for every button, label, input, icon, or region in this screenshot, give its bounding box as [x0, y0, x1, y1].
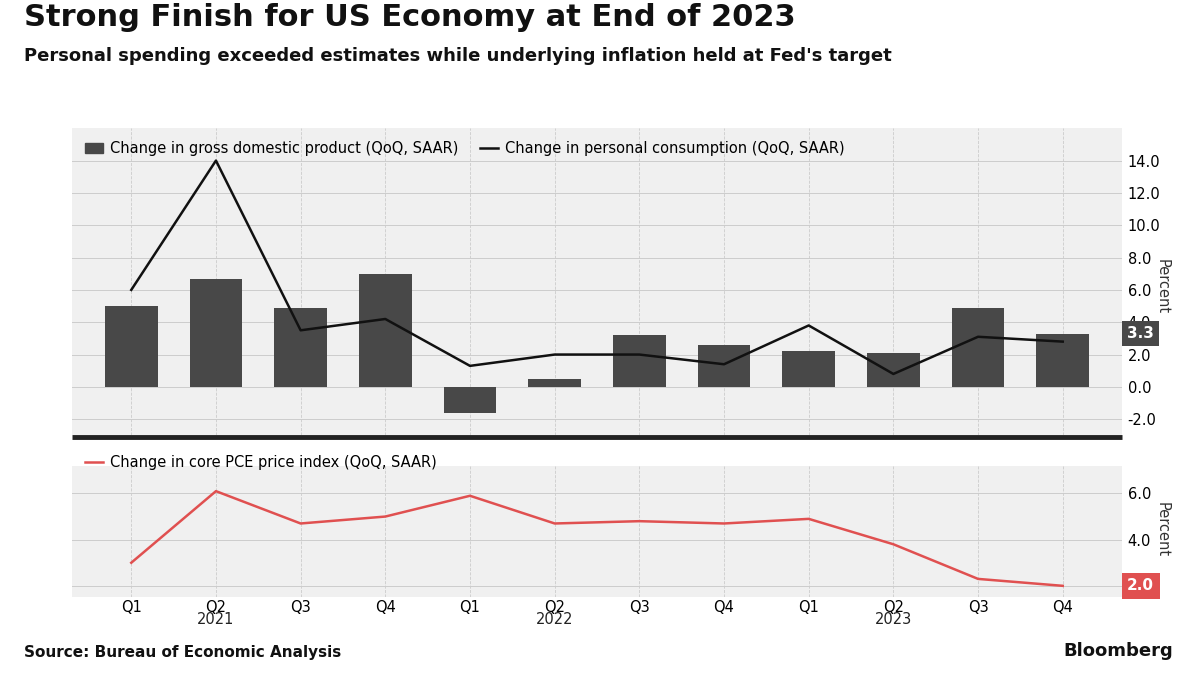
Text: 2022: 2022	[536, 612, 574, 626]
Text: Percent: Percent	[1154, 502, 1169, 558]
Bar	[613, 335, 666, 387]
Bar	[444, 387, 497, 412]
Text: 2023: 2023	[875, 612, 912, 626]
Bar	[359, 274, 412, 387]
Legend: Change in core PCE price index (QoQ, SAAR): Change in core PCE price index (QoQ, SAA…	[79, 450, 443, 476]
Bar	[952, 308, 1004, 387]
Text: Bloomberg: Bloomberg	[1064, 642, 1174, 660]
Text: Source: Bureau of Economic Analysis: Source: Bureau of Economic Analysis	[24, 645, 341, 660]
Text: Strong Finish for US Economy at End of 2023: Strong Finish for US Economy at End of 2…	[24, 3, 796, 32]
Legend: Change in gross domestic product (QoQ, SAAR), Change in personal consumption (Qo: Change in gross domestic product (QoQ, S…	[79, 136, 851, 162]
Text: Percent: Percent	[1154, 259, 1169, 315]
Bar	[190, 279, 242, 387]
Bar	[697, 345, 750, 387]
Bar	[868, 353, 919, 387]
Bar	[106, 306, 157, 387]
Text: 3.3: 3.3	[1127, 326, 1154, 341]
Bar	[528, 379, 581, 387]
Text: Personal spending exceeded estimates while underlying inflation held at Fed's ta: Personal spending exceeded estimates whi…	[24, 47, 892, 65]
Bar	[1037, 333, 1088, 387]
Text: 2.0: 2.0	[1127, 578, 1154, 593]
Text: 2021: 2021	[197, 612, 235, 626]
Bar	[782, 351, 835, 387]
Bar	[275, 308, 326, 387]
